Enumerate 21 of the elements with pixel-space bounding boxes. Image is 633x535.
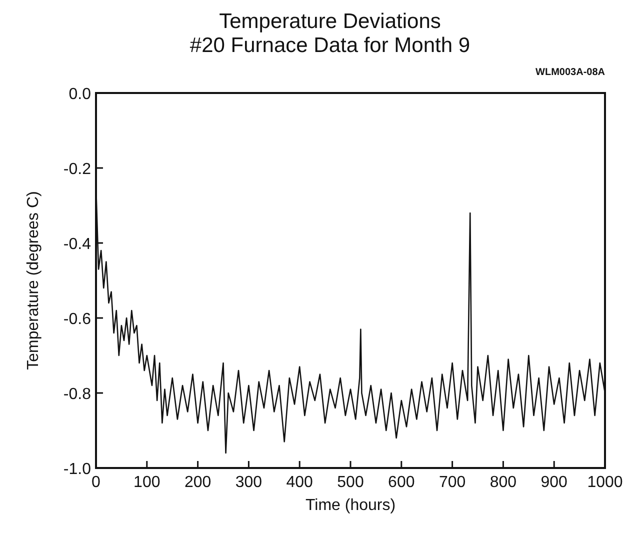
x-tick-label: 200 bbox=[184, 474, 212, 491]
y-tick-label: 0.0 bbox=[68, 86, 92, 103]
y-tick-label: -1.0 bbox=[63, 461, 92, 478]
x-tick-label: 500 bbox=[337, 474, 364, 491]
text: WLM003A-08A bbox=[536, 67, 605, 78]
x-tick-label: 300 bbox=[235, 474, 262, 491]
x-axis-title: Time (hours) bbox=[305, 497, 396, 514]
y-tick-label: -0.6 bbox=[63, 311, 92, 328]
x-tick-label: 1000 bbox=[587, 474, 623, 491]
x-tick-label: 900 bbox=[540, 474, 568, 491]
x-tick-label: 0 bbox=[92, 474, 101, 491]
y-tick-label: -0.8 bbox=[63, 386, 92, 403]
chart-title: Temperature Deviations #20 Furnace Data for Month 9 bbox=[190, 10, 470, 57]
y-tick-label: -0.4 bbox=[63, 236, 92, 253]
x-tick-label: 600 bbox=[388, 474, 415, 491]
y-tick-label: -0.2 bbox=[63, 161, 92, 178]
x-tick-label: 700 bbox=[438, 474, 466, 491]
x-tick-label: 400 bbox=[286, 474, 314, 491]
x-tick-label: 800 bbox=[490, 474, 517, 491]
x-tick-label: 100 bbox=[134, 474, 160, 491]
y-axis-title: Temperature (degrees C) bbox=[25, 191, 42, 370]
